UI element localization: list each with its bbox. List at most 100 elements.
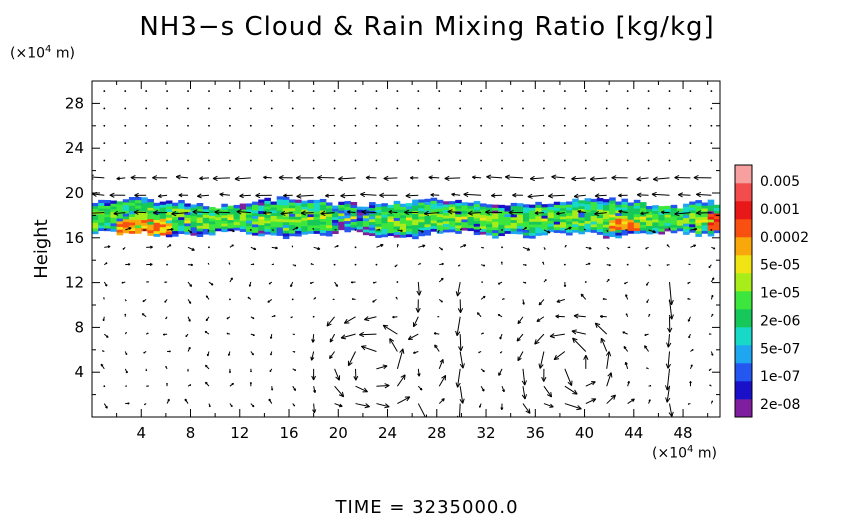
cloud-cell [289, 233, 296, 237]
cloud-cell [375, 226, 382, 230]
cloud-cell [202, 231, 210, 235]
cloud-cell [289, 221, 296, 226]
wind-vector-dot [647, 142, 650, 145]
cloud-cell [208, 218, 216, 222]
cloud-cell [670, 207, 678, 211]
wind-vector [687, 403, 691, 405]
cloud-cell [689, 207, 696, 211]
wind-vector [600, 337, 608, 352]
wind-vector-dot [417, 107, 420, 110]
cloud-cell [578, 200, 585, 204]
wind-vector [688, 333, 691, 339]
wind-vector [280, 210, 293, 216]
cloud-cell [159, 207, 167, 211]
cloud-cell [393, 214, 401, 219]
wind-vector-dot [187, 90, 189, 92]
cloud-cell [135, 208, 142, 212]
cloud-cell [338, 207, 345, 211]
colorbar-swatch [735, 183, 752, 202]
cloud-cell [227, 222, 235, 226]
cloud-cell [399, 231, 407, 235]
colorbar-swatch [735, 255, 752, 274]
wind-vector [467, 210, 482, 216]
cloud-cell [516, 217, 524, 221]
cloud-cell [406, 231, 413, 235]
cloud-cell [252, 204, 259, 208]
wind-vector-dot [208, 142, 210, 145]
cloud-cell [701, 230, 709, 234]
cloud-cell [147, 232, 154, 236]
wind-vector [668, 281, 674, 306]
wind-vector [480, 332, 484, 335]
wind-vector-dot [626, 107, 629, 110]
wind-vector [249, 382, 253, 387]
cloud-cell [208, 209, 216, 214]
cloud-cell [178, 205, 185, 209]
cloud-cell [418, 221, 425, 226]
wind-vector [103, 297, 105, 300]
cloud-cell [252, 218, 259, 222]
cloud-cell [424, 212, 432, 216]
wind-vector-dot [333, 263, 336, 266]
cloud-cell [658, 211, 665, 215]
wind-vector-dot [417, 142, 420, 145]
cloud-cell [233, 224, 241, 228]
cloud-cell [147, 221, 154, 225]
cloud-cell [529, 204, 536, 208]
cloud-cell [135, 205, 142, 209]
wind-vector-dot [333, 124, 336, 127]
cloud-cell [646, 231, 653, 235]
cloud-cell [245, 228, 253, 232]
cloud-cell [215, 222, 222, 226]
wind-vector [688, 263, 691, 266]
cloud-cell [418, 227, 425, 231]
cloud-cell [307, 227, 315, 232]
cloud-cell [98, 216, 105, 220]
wind-vector [405, 193, 419, 199]
wind-vector [438, 374, 447, 387]
wind-vector [407, 333, 419, 340]
cloud-cell [98, 225, 105, 229]
cloud-cell [516, 208, 524, 212]
cloud-cell [633, 219, 641, 223]
cloud-cell [559, 230, 567, 234]
cloud-cell [356, 223, 364, 227]
cloud-cell [701, 222, 709, 226]
cloud-cell [664, 214, 672, 218]
cloud-cell [399, 214, 407, 219]
cloud-cell [566, 207, 573, 211]
wind-vector [678, 192, 691, 198]
cloud-cell [652, 227, 659, 231]
wind-vector [219, 192, 230, 197]
wind-vector [103, 403, 108, 409]
cloud-cell [295, 222, 302, 226]
cloud-cell [442, 226, 450, 230]
wind-vector-dot [459, 142, 462, 145]
wind-vector [122, 246, 126, 250]
cloud-cell [701, 224, 709, 229]
wind-vector [458, 334, 464, 352]
cloud-cell [325, 205, 333, 209]
cloud-cell [258, 216, 265, 220]
wind-vector [268, 281, 273, 285]
cloud-cell [270, 209, 278, 214]
cloud-cell [399, 228, 407, 233]
cloud-cell [516, 211, 524, 215]
wind-vector-dot [124, 90, 127, 92]
cloud-cell [393, 209, 401, 213]
cloud-cell [369, 213, 376, 217]
cloud-cell [603, 210, 610, 214]
wind-vector-dot [710, 124, 713, 127]
cloud-cell [547, 206, 555, 210]
cloud-cell [590, 215, 598, 219]
cloud-cell [338, 218, 345, 222]
cloud-cell [486, 229, 493, 233]
y-tick-label: 4 [74, 363, 84, 381]
cloud-cell [369, 216, 376, 220]
cloud-cell [676, 225, 684, 229]
wind-vector [667, 316, 673, 333]
cloud-cell [449, 229, 456, 233]
wind-vector-dot [647, 107, 650, 110]
cloud-cell [633, 205, 641, 209]
wind-vector [166, 398, 170, 404]
